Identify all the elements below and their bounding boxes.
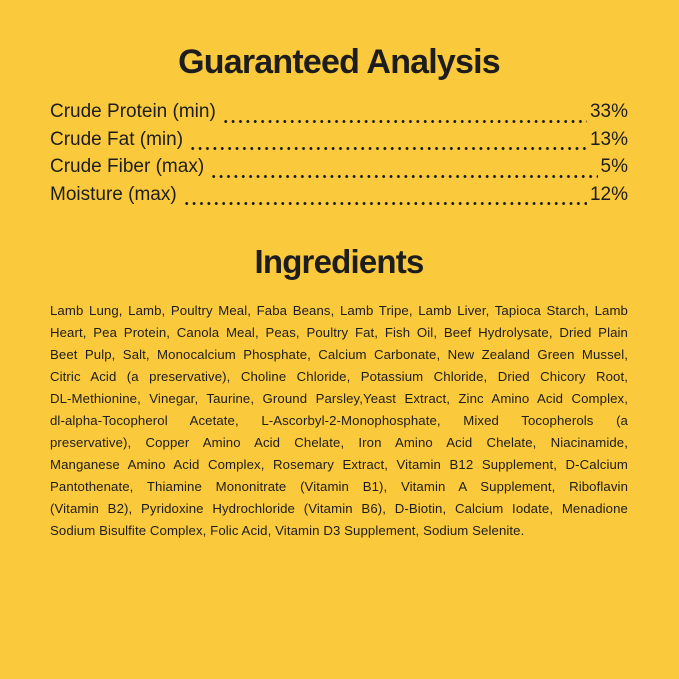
ingredients-line: preservative), Copper Amino Acid Chelate… (50, 435, 628, 450)
guaranteed-analysis-title: Guaranteed Analysis (178, 43, 501, 81)
ingredients-line: DL-Methionine, Vinegar, Taurine, Ground … (50, 391, 628, 406)
nutrient-label: Crude Fiber (max) (50, 156, 205, 177)
guaranteed-analysis-table: Crude Protein (min) 33% Crude Fat (min) … (50, 101, 628, 211)
dot-leader (182, 202, 587, 205)
nutrient-label: Moisture (max) (50, 183, 177, 205)
dot-leader (189, 147, 587, 150)
nutrient-value: 13% (589, 128, 628, 150)
dot-leader (210, 174, 598, 178)
pet-food-label-panel: Guaranteed Analysis Crude Protein (min) … (0, 44, 679, 679)
ingredients-line: Heart, Pea Protein, Canola Meal, Peas, P… (50, 325, 628, 340)
nutrient-value: 12% (589, 183, 628, 205)
ingredients-line: Manganese Amino Acid Complex, Rosemary E… (50, 457, 628, 472)
nutrient-label: Crude Protein (min) (50, 101, 216, 122)
ingredients-title: Ingredients (254, 243, 424, 280)
ingredients-line: Citric Acid (a preservative), Choline Ch… (50, 369, 628, 384)
ingredients-line: Beet Pulp, Salt, Monocalcium Phosphate, … (50, 347, 628, 362)
ingredients-line: dl-alpha-Tocopherol Acetate, L-Ascorbyl-… (50, 413, 628, 428)
ingredients-paragraph: Lamb Lung, Lamb, Poultry Meal, Faba Bean… (50, 300, 628, 542)
analysis-row-crude-fiber: Crude Fiber (max) 5% (50, 156, 628, 184)
analysis-row-crude-fat: Crude Fat (min) 13% (50, 129, 628, 157)
nutrient-label: Crude Fat (min) (50, 128, 184, 150)
analysis-row-crude-protein: Crude Protein (min) 33% (50, 101, 628, 129)
ingredients-line: (Vitamin B2), Pyridoxine Hydrochloride (… (50, 501, 628, 516)
nutrient-value: 33% (589, 101, 628, 122)
dot-leader (221, 119, 587, 123)
ingredients-line: Lamb Lung, Lamb, Poultry Meal, Faba Bean… (50, 303, 628, 318)
ingredients-line: Pantothenate, Thiamine Mononitrate (Vita… (50, 479, 628, 494)
nutrient-value: 5% (600, 156, 628, 177)
ingredients-line: Sodium Bisulfite Complex, Folic Acid, Vi… (50, 523, 525, 538)
analysis-row-moisture: Moisture (max) 12% (50, 184, 628, 212)
